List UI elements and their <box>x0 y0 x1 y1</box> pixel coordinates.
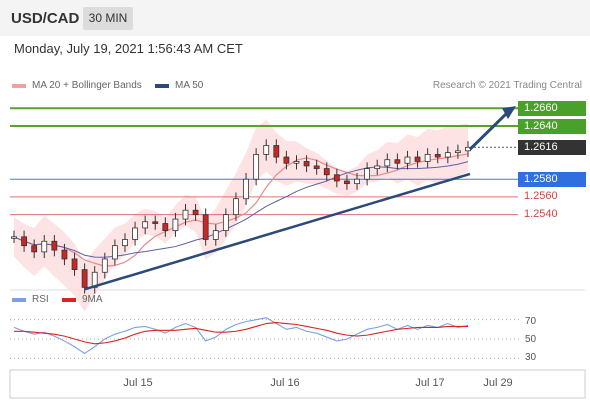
ma50-swatch <box>155 83 169 88</box>
candle-body <box>31 245 38 253</box>
candle-body <box>243 178 249 200</box>
candle-body <box>394 159 401 164</box>
candle-body <box>51 240 58 251</box>
candle-body <box>172 218 179 232</box>
candle-body <box>222 214 229 232</box>
rsi-legend: RSI <box>12 294 49 305</box>
x-axis-frame <box>9 369 586 399</box>
rsi-ma-legend: 9MA <box>62 294 103 305</box>
level-label: 1.2660 <box>518 100 586 116</box>
candle-body <box>313 165 320 169</box>
candle-body <box>283 156 290 164</box>
rsi-ma-legend-label: 9MA <box>82 294 103 305</box>
credit-text: Research © 2021 Trading Central <box>432 80 582 91</box>
candle-body <box>273 145 280 158</box>
candle-body <box>11 236 17 239</box>
legend-ma20: MA 20 + Bollinger Bands <box>12 80 142 91</box>
candle-body <box>424 153 431 162</box>
trend-line <box>84 172 471 291</box>
candle-body <box>263 145 270 155</box>
candle-body <box>404 156 411 164</box>
timeframe-badge[interactable]: 30 MIN <box>83 7 133 30</box>
candle-body <box>303 161 310 167</box>
rsi-legend-label: RSI <box>32 294 49 305</box>
level-label: 1.2616 <box>518 139 586 155</box>
x-tick-label: Jul 15 <box>123 377 153 389</box>
rsi-tick-label: 50 <box>525 334 537 345</box>
candle-body <box>333 174 340 182</box>
candle-body <box>71 258 78 271</box>
candle-body <box>354 178 360 185</box>
candle-body <box>132 227 138 240</box>
legend-ma50: MA 50 <box>155 80 203 91</box>
candle-body <box>414 156 421 162</box>
candle-body <box>434 153 441 158</box>
candle-body <box>293 161 300 164</box>
forecast-arrow <box>468 108 512 151</box>
rsi-swatch <box>12 297 26 302</box>
candle-body <box>192 209 199 216</box>
candle-body <box>21 236 27 247</box>
level-label: 1.2640 <box>518 118 586 134</box>
candle-body <box>364 168 371 180</box>
x-tick-label: Jul 17 <box>415 377 445 389</box>
ma20-line <box>13 153 469 267</box>
candle-body <box>41 240 48 253</box>
candle-body <box>101 258 108 273</box>
forecast-arrowhead <box>502 106 516 120</box>
pair-title: USD/CAD <box>11 10 80 27</box>
bollinger-band <box>14 119 468 312</box>
level-label: 1.2580 <box>518 171 586 187</box>
ma50-line <box>13 161 469 258</box>
candle-body <box>384 159 391 167</box>
legend-ma50-label: MA 50 <box>175 80 204 91</box>
top-bar: USD/CAD 30 MIN <box>0 0 590 36</box>
rsi-tick-label: 70 <box>525 316 537 327</box>
level-label: 1.2540 <box>524 208 558 221</box>
rsi-ma-line <box>14 322 468 345</box>
candle-body <box>323 168 330 176</box>
legend-ma20-label: MA 20 + Bollinger Bands <box>32 80 142 91</box>
candle-body <box>182 209 189 220</box>
candle-body <box>253 153 260 180</box>
x-tick-label: Jul 16 <box>270 377 300 389</box>
candle-body <box>202 214 209 240</box>
candle-body <box>61 249 68 260</box>
x-tick-label: Jul 29 <box>483 377 513 389</box>
rsi-tick-label: 30 <box>525 352 537 363</box>
candle-body <box>344 180 350 185</box>
candle-body <box>455 150 461 154</box>
candle-body <box>152 221 159 224</box>
rsi-line <box>13 317 469 355</box>
candle-body <box>233 198 239 216</box>
candle-body <box>444 152 451 158</box>
candle-body <box>142 221 149 229</box>
candle-body <box>162 223 169 232</box>
candle-body <box>111 245 118 260</box>
level-label: 1.2560 <box>524 190 558 203</box>
candle-body <box>81 269 88 288</box>
candle-body <box>212 230 219 240</box>
rsi-ma-swatch <box>62 297 76 302</box>
ma20-swatch <box>12 83 26 88</box>
timestamp: Monday, July 19, 2021 1:56:43 AM CET <box>14 41 243 56</box>
candle-body <box>122 239 128 247</box>
candle-body <box>374 165 381 169</box>
